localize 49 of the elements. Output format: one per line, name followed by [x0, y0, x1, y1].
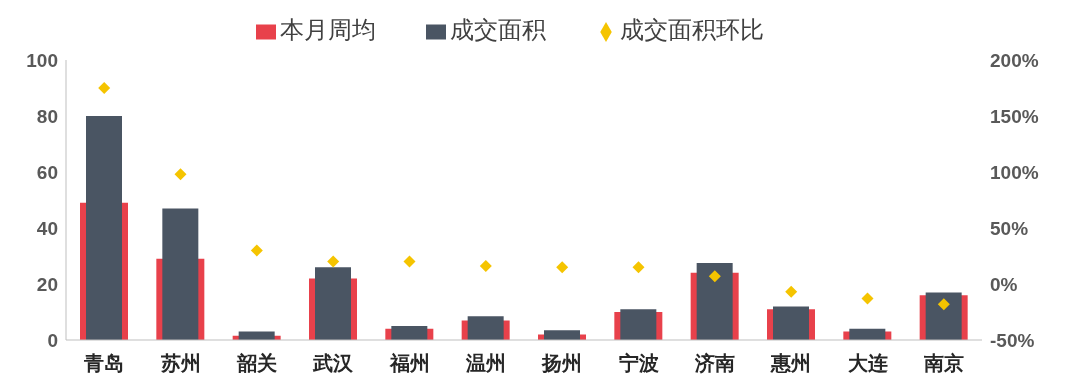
y-tick-label: 20 — [36, 273, 58, 295]
point — [327, 255, 340, 268]
point — [861, 292, 874, 305]
point — [403, 255, 416, 268]
y-tick-label: 100 — [26, 49, 58, 71]
y2-tick-label: 50% — [990, 217, 1029, 239]
y-tick-label: 80 — [36, 105, 58, 127]
point — [250, 244, 263, 257]
x-tick-label: 扬州 — [541, 352, 583, 375]
y2-tick-label: -50% — [990, 329, 1035, 351]
bar — [696, 263, 733, 340]
y-tick-label: 40 — [36, 217, 58, 239]
point — [556, 261, 569, 274]
y2-tick-label: 200% — [990, 49, 1039, 71]
point — [98, 82, 111, 94]
point — [708, 270, 721, 283]
x-tick-label: 苏州 — [159, 352, 201, 375]
bar — [925, 292, 962, 340]
legend-label: 成交面积环比 — [620, 16, 764, 43]
point — [632, 261, 645, 274]
legend-label: 成交面积 — [450, 16, 546, 43]
point — [174, 168, 187, 181]
x-tick-label: 韶关 — [235, 352, 277, 375]
bar — [773, 306, 809, 340]
y2-tick-label: 0% — [990, 273, 1018, 295]
point — [785, 285, 798, 298]
x-tick-label: 青岛 — [83, 352, 125, 375]
x-tick-label: 温州 — [464, 352, 506, 375]
bar — [86, 116, 122, 340]
bar — [162, 208, 199, 340]
point — [479, 260, 492, 273]
x-tick-label: 福州 — [388, 352, 430, 375]
y2-tick-label: 150% — [990, 105, 1039, 127]
point — [937, 298, 950, 311]
x-tick-label: 惠州 — [770, 352, 812, 375]
bar — [620, 309, 657, 340]
bar — [544, 330, 580, 340]
x-tick-label: 宁波 — [618, 352, 659, 375]
bar — [467, 316, 504, 340]
bar — [315, 267, 351, 340]
x-tick-label: 济南 — [693, 352, 735, 375]
y-tick-label: 60 — [36, 161, 58, 183]
x-tick-label: 南京 — [922, 352, 964, 375]
y2-tick-label: 100% — [990, 161, 1039, 183]
x-tick-label: 武汉 — [312, 352, 355, 375]
legend-label: 本月周均 — [280, 16, 376, 43]
y-tick-label: 0 — [47, 329, 58, 351]
x-tick-label: 大连 — [847, 352, 888, 375]
bar — [391, 326, 428, 340]
